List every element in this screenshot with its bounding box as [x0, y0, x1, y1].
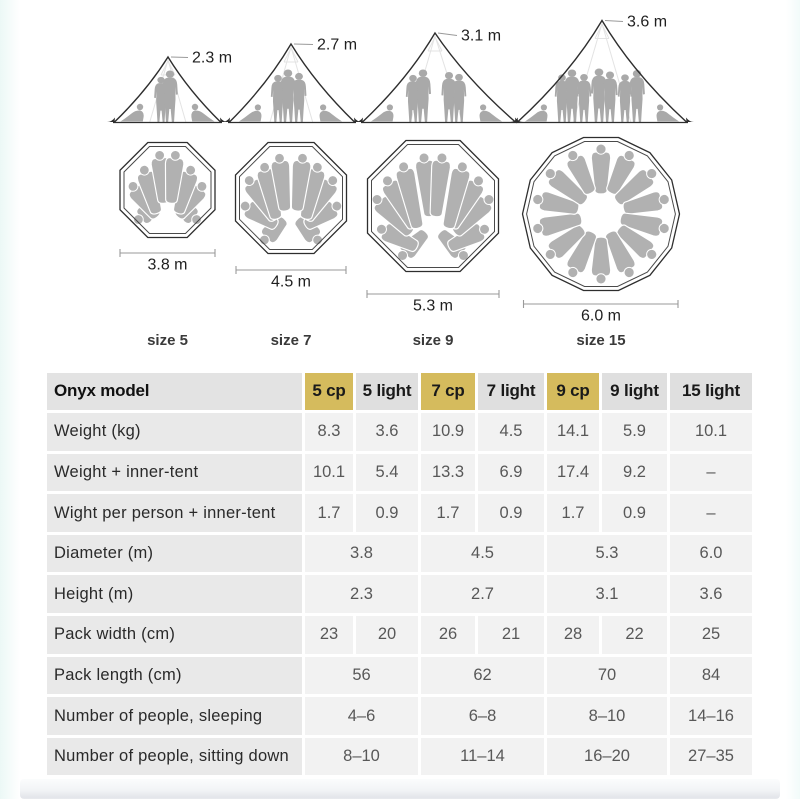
svg-text:5.3 m: 5.3 m	[413, 298, 453, 315]
svg-text:size 9: size 9	[413, 332, 454, 349]
svg-text:3.1 m: 3.1 m	[461, 28, 501, 45]
svg-text:3.8 m: 3.8 m	[147, 257, 187, 274]
svg-text:4.5 m: 4.5 m	[271, 274, 311, 291]
svg-text:size 5: size 5	[147, 332, 188, 349]
svg-text:6.0 m: 6.0 m	[581, 308, 621, 325]
svg-text:2.3 m: 2.3 m	[192, 50, 232, 67]
svg-text:size 15: size 15	[576, 332, 625, 349]
svg-text:size 7: size 7	[271, 332, 312, 349]
svg-text:3.6 m: 3.6 m	[627, 14, 667, 31]
svg-text:2.7 m: 2.7 m	[317, 37, 357, 54]
